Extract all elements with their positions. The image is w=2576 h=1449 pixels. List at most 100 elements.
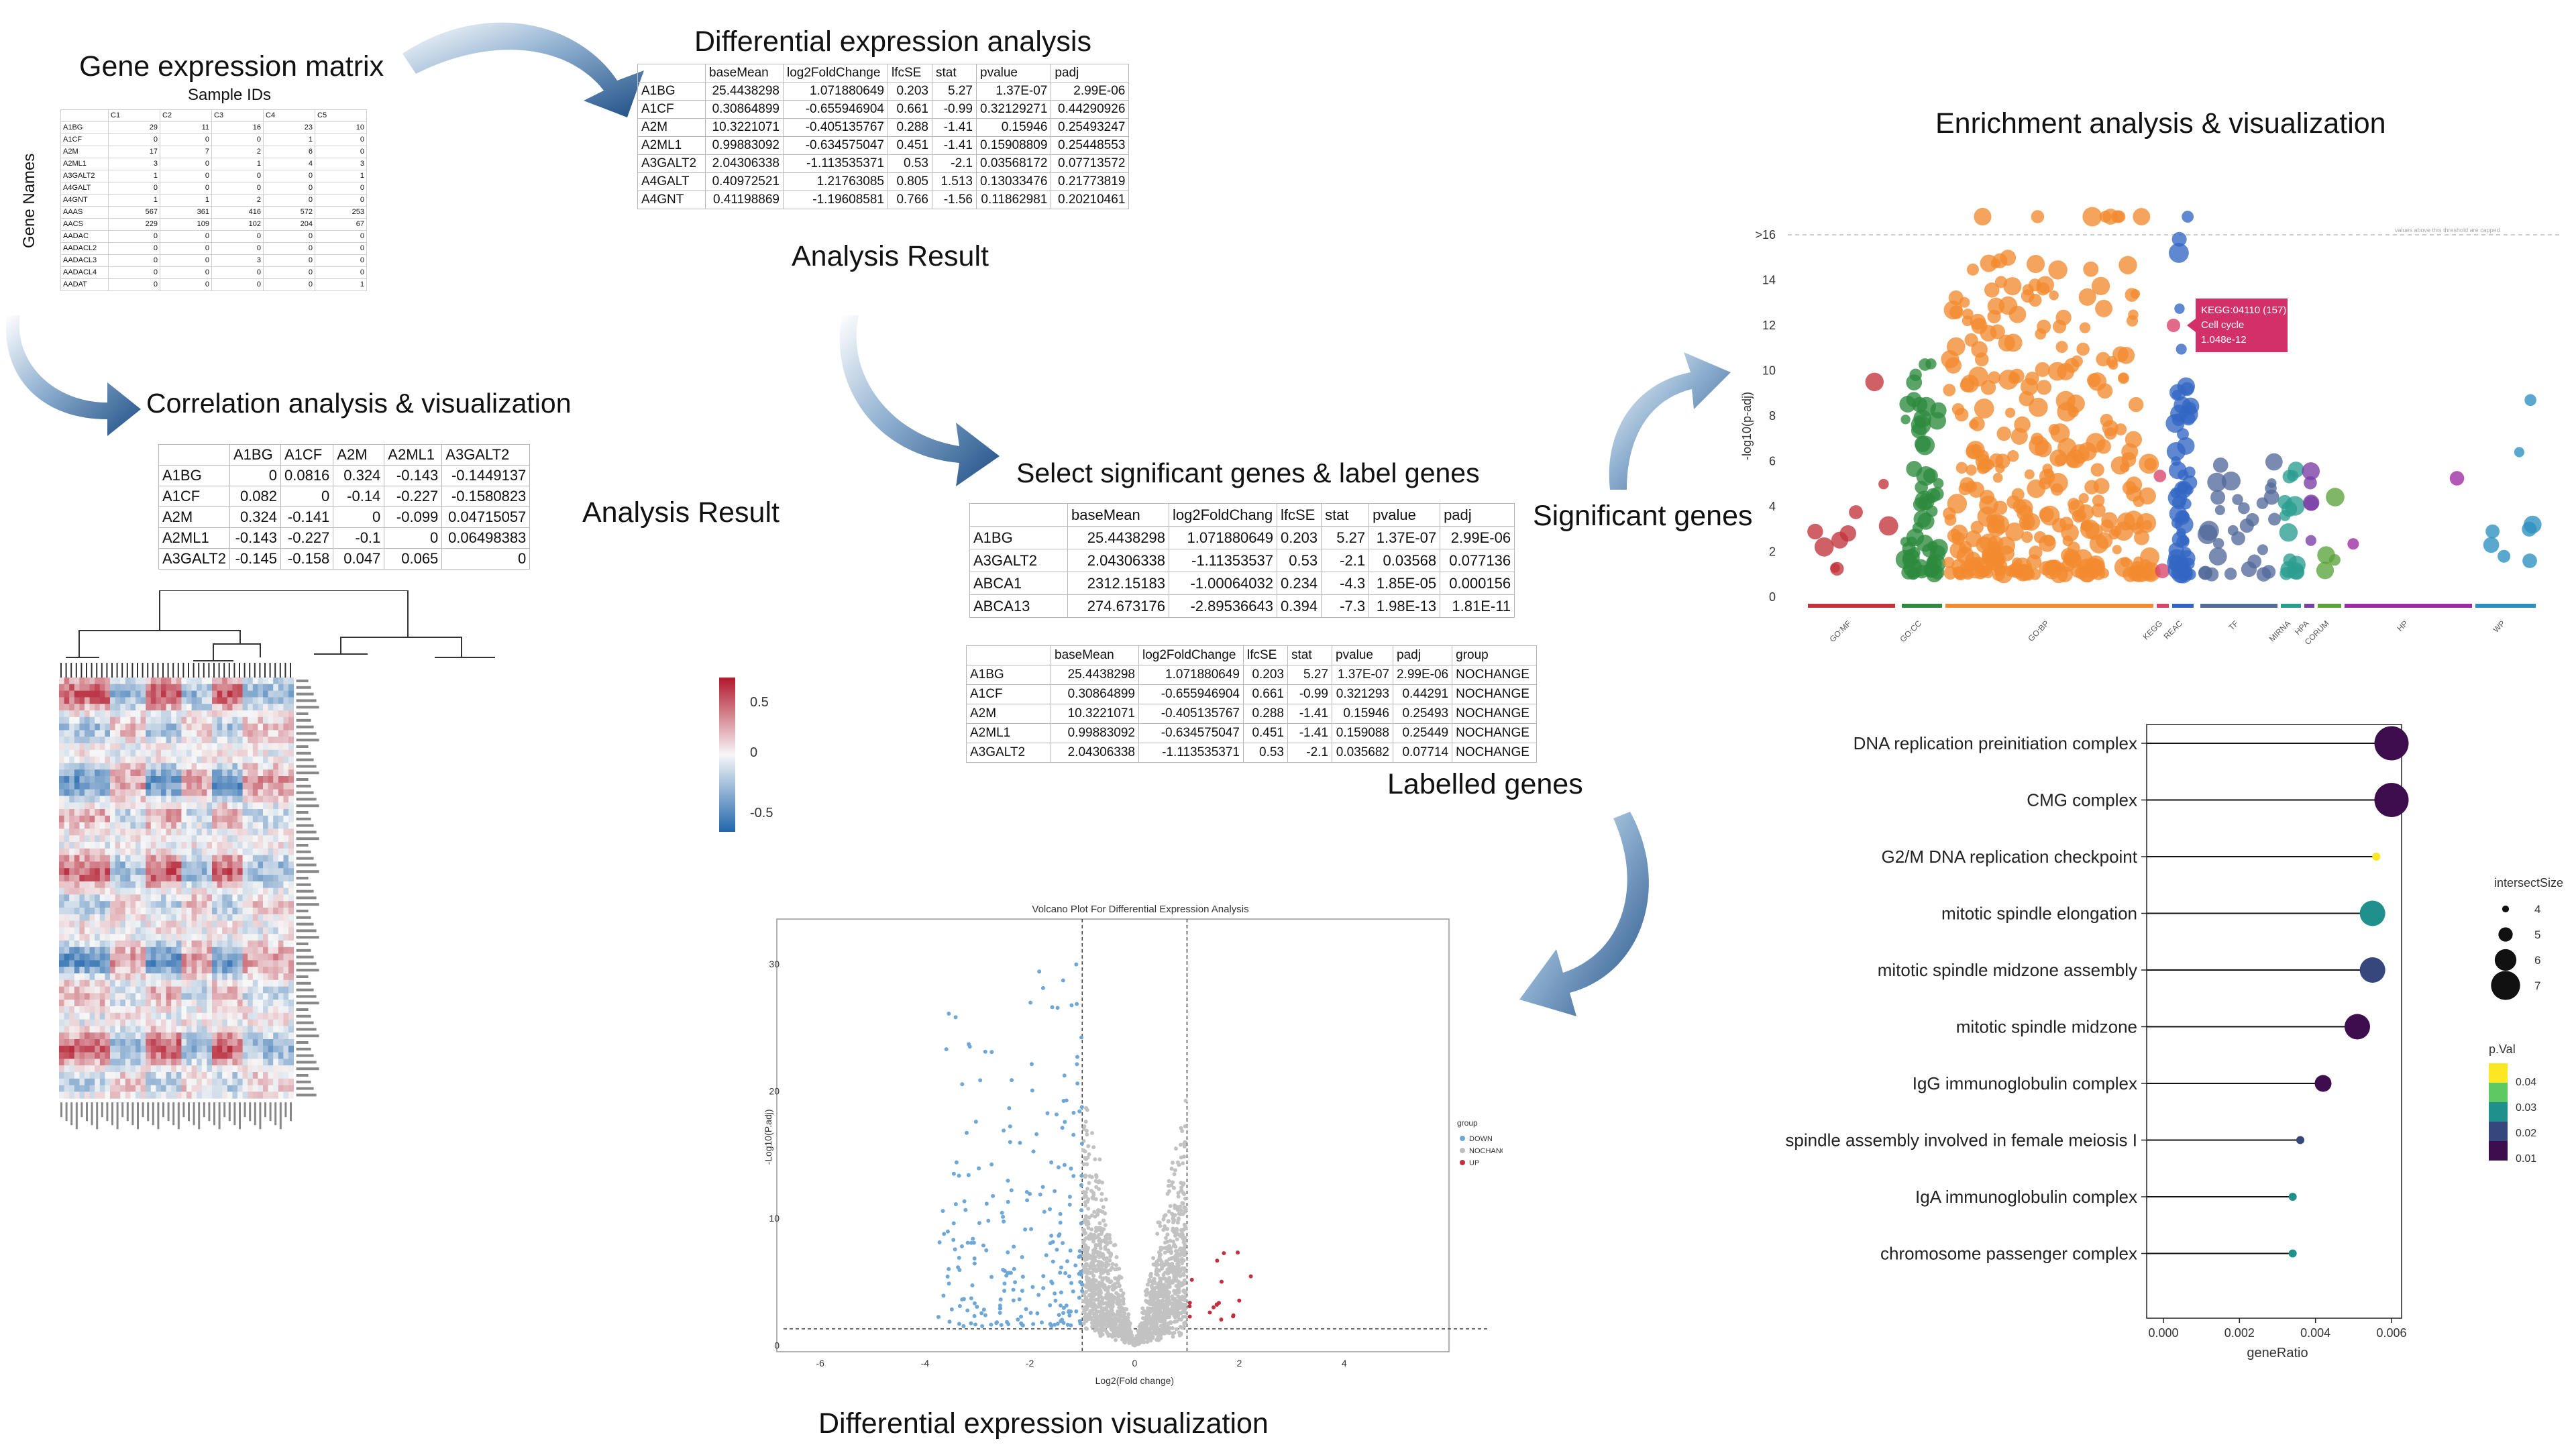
lollipop-frame (2146, 724, 2402, 1319)
table-row: AACS 229 109 102 204 67 (60, 218, 367, 231)
table-cell: 4 (263, 158, 315, 170)
table-cell: 0.047 (333, 548, 385, 570)
lollipop-point (2372, 853, 2381, 861)
volcano-legend-swatch (1460, 1136, 1465, 1141)
table-cell: 0 (211, 133, 264, 146)
table-header-row: baseMean log2FoldChange lfcSE stat pvalue pad… (637, 64, 1130, 83)
lollipop-category-label: chromosome passenger complex (1880, 1244, 2137, 1264)
table-cell: -0.99 (1287, 684, 1332, 704)
manhattan-cap-note: values above this threshold are capped (2395, 227, 2500, 233)
table-cell: 0.30864899 (1051, 684, 1139, 704)
column-header (969, 503, 1068, 527)
manhattan-y-tick: 12 (1762, 319, 1776, 332)
table-cell: 16 (211, 121, 264, 134)
column-header (158, 444, 230, 466)
row-label: A1BG (60, 121, 109, 134)
manhattan-y-tick: 14 (1762, 274, 1776, 287)
table-row: A4GALT 0 0 0 0 0 (60, 182, 367, 195)
gene-names-label: Gene Names (20, 153, 38, 248)
lollipop-point (2296, 1136, 2304, 1144)
tooltip-line: KEGG:04110 (157) (2201, 305, 2286, 316)
size-legend-swatch (2491, 971, 2520, 1000)
row-label: A2M (158, 506, 230, 528)
row-label: A1CF (637, 100, 706, 119)
table-cell: 0 (333, 506, 385, 528)
row-label: AACS (60, 218, 109, 231)
row-label: A2ML1 (966, 723, 1051, 743)
manhattan-source-label: GO:MF (1827, 619, 1853, 644)
table-cell: 0 (211, 230, 264, 243)
manhattan-source-label: KEGG (2141, 619, 2164, 641)
table-cell: 0.40972521 (705, 172, 784, 191)
table-cell: 2.99E-06 (1440, 526, 1515, 549)
volcano-x-label: Log2(Fold change) (1095, 1375, 1175, 1386)
table-cell: 0.766 (888, 191, 932, 209)
table-cell: 6 (263, 146, 315, 158)
column-header: baseMean (705, 64, 784, 83)
table-row: A2ML1 3 0 1 4 3 (60, 158, 367, 170)
color-legend-swatch (2489, 1122, 2508, 1141)
table-cell: -0.99 (932, 100, 977, 119)
size-legend-label: 6 (2534, 954, 2540, 967)
table-cell: 0 (108, 254, 160, 267)
table-cell: 2.99E-06 (1392, 665, 1453, 685)
table-cell: 0 (315, 266, 367, 279)
color-legend-swatch (2489, 1102, 2508, 1122)
manhattan-y-tick: 10 (1762, 364, 1776, 378)
row-label: A4GALT (60, 182, 109, 195)
table-row: A1BG 0 0.0816 0.324 -0.143 -0.1449137 (158, 465, 531, 486)
table-cell: 0 (108, 182, 160, 195)
color-legend-swatch (2489, 1083, 2508, 1102)
row-label: A1BG (158, 465, 230, 486)
table-cell: 0 (160, 254, 212, 267)
table-cell: 204 (263, 218, 315, 231)
arrow-matrix-to-correlation (5, 315, 141, 436)
volcano-plot: Volcano Plot For Differential Expression… (765, 904, 1503, 1386)
table-cell: 0 (160, 230, 212, 243)
column-header: padj (1392, 645, 1453, 665)
table-cell: 2.04306338 (705, 154, 784, 173)
volcano-frame (776, 918, 1450, 1352)
volcano-y-tick: 10 (769, 1213, 780, 1224)
table-cell: 0.03568 (1368, 549, 1441, 572)
table-cell: 253 (315, 206, 367, 219)
row-label: A2ML1 (60, 158, 109, 170)
table-cell: 2312.15183 (1067, 572, 1169, 595)
heatmap-legend-tick: 0 (750, 745, 757, 760)
table-cell: 0.288 (1243, 704, 1288, 724)
table-cell: 0.11862981 (975, 191, 1052, 209)
volcano-legend-label: NOCHANGE (1469, 1147, 1503, 1155)
table-header-row: C1 C2 C3 C4 C5 (60, 109, 367, 122)
table-cell: -0.143 (384, 465, 443, 486)
row-label: ABCA1 (969, 572, 1068, 595)
table-cell: 0 (108, 278, 160, 291)
column-header: C5 (315, 109, 367, 122)
table-cell: 1.37E-07 (1368, 526, 1441, 549)
table-cell: -0.634575047 (783, 136, 888, 155)
column-header: A1BG (229, 444, 281, 466)
color-legend-swatch (2489, 1141, 2508, 1161)
table-cell: 0.288 (888, 118, 932, 137)
lollipop-x-tick-label: 0.006 (2376, 1326, 2406, 1340)
row-label: A3GALT2 (966, 743, 1051, 763)
row-label: A4GNT (637, 191, 706, 209)
table-cell: 0 (315, 146, 367, 158)
table-cell: 1 (315, 170, 367, 182)
table-cell: -0.158 (280, 548, 334, 570)
table-cell: 0.99883092 (705, 136, 784, 155)
row-label: A3GALT2 (60, 170, 109, 182)
table-cell: 0 (441, 548, 531, 570)
table-cell: 2.04306338 (1051, 743, 1139, 763)
table-cell: 0 (160, 182, 212, 195)
table-cell: 0.661 (888, 100, 932, 119)
table-cell: 567 (108, 206, 160, 219)
de-visualization-title: Differential expression visualization (818, 1407, 1269, 1440)
row-label: AADACL4 (60, 266, 109, 279)
table-cell: 0.065 (384, 548, 443, 570)
row-label: AADAT (60, 278, 109, 291)
row-label: A1BG (969, 526, 1068, 549)
column-header: pvalue (1332, 645, 1393, 665)
table-cell: 10.3221071 (705, 118, 784, 137)
table-cell: -0.1449137 (441, 465, 531, 486)
table-cell: 0.324 (333, 465, 385, 486)
